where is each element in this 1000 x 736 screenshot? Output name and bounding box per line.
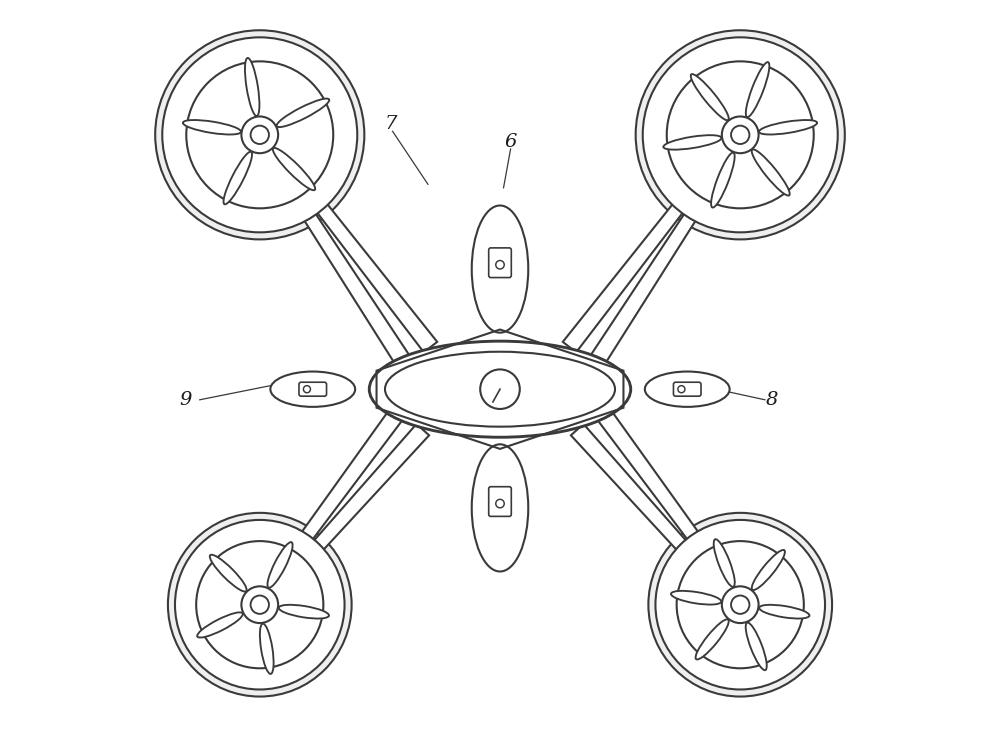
Ellipse shape [671, 591, 721, 604]
Circle shape [251, 126, 269, 144]
Ellipse shape [711, 152, 735, 208]
Polygon shape [261, 132, 437, 353]
Ellipse shape [759, 605, 809, 618]
Ellipse shape [663, 135, 721, 149]
Circle shape [162, 38, 357, 233]
Polygon shape [571, 424, 739, 608]
Ellipse shape [645, 372, 730, 407]
Ellipse shape [277, 99, 329, 127]
Circle shape [722, 587, 759, 623]
Circle shape [648, 513, 832, 696]
Circle shape [643, 38, 838, 233]
FancyBboxPatch shape [489, 248, 511, 277]
Circle shape [196, 541, 323, 668]
Circle shape [155, 30, 364, 239]
Ellipse shape [260, 623, 274, 674]
Ellipse shape [714, 539, 735, 587]
Circle shape [496, 261, 504, 269]
Ellipse shape [752, 550, 785, 590]
Circle shape [677, 541, 804, 668]
Circle shape [241, 116, 278, 153]
Circle shape [480, 369, 520, 409]
Ellipse shape [472, 205, 528, 333]
FancyBboxPatch shape [299, 382, 327, 396]
Text: 6: 6 [504, 133, 517, 151]
Circle shape [175, 520, 345, 690]
Circle shape [251, 595, 269, 614]
Circle shape [496, 499, 504, 508]
Circle shape [731, 126, 749, 144]
Ellipse shape [270, 372, 355, 407]
Ellipse shape [245, 58, 259, 116]
Circle shape [186, 61, 333, 208]
Ellipse shape [696, 619, 729, 659]
Polygon shape [256, 138, 415, 373]
Circle shape [731, 595, 749, 614]
Ellipse shape [752, 149, 790, 196]
Circle shape [655, 520, 825, 690]
Ellipse shape [183, 120, 241, 135]
Polygon shape [591, 401, 744, 603]
Text: 9: 9 [179, 391, 192, 408]
Circle shape [168, 513, 352, 696]
Ellipse shape [691, 74, 729, 120]
Polygon shape [585, 138, 744, 373]
Polygon shape [256, 401, 409, 603]
Ellipse shape [369, 342, 631, 437]
Circle shape [241, 587, 278, 623]
Circle shape [636, 30, 845, 239]
Ellipse shape [279, 605, 329, 618]
FancyBboxPatch shape [673, 382, 701, 396]
Circle shape [722, 116, 759, 153]
Ellipse shape [759, 120, 817, 135]
Text: 7: 7 [384, 116, 397, 133]
FancyBboxPatch shape [489, 486, 511, 517]
Polygon shape [563, 132, 739, 353]
Ellipse shape [267, 542, 293, 588]
Circle shape [667, 61, 814, 208]
Ellipse shape [746, 62, 769, 117]
Ellipse shape [210, 555, 247, 592]
Ellipse shape [746, 623, 767, 670]
Ellipse shape [273, 148, 315, 190]
Ellipse shape [224, 152, 252, 205]
Polygon shape [261, 424, 429, 608]
Text: 8: 8 [766, 391, 778, 408]
Ellipse shape [472, 445, 528, 571]
Ellipse shape [197, 612, 243, 637]
